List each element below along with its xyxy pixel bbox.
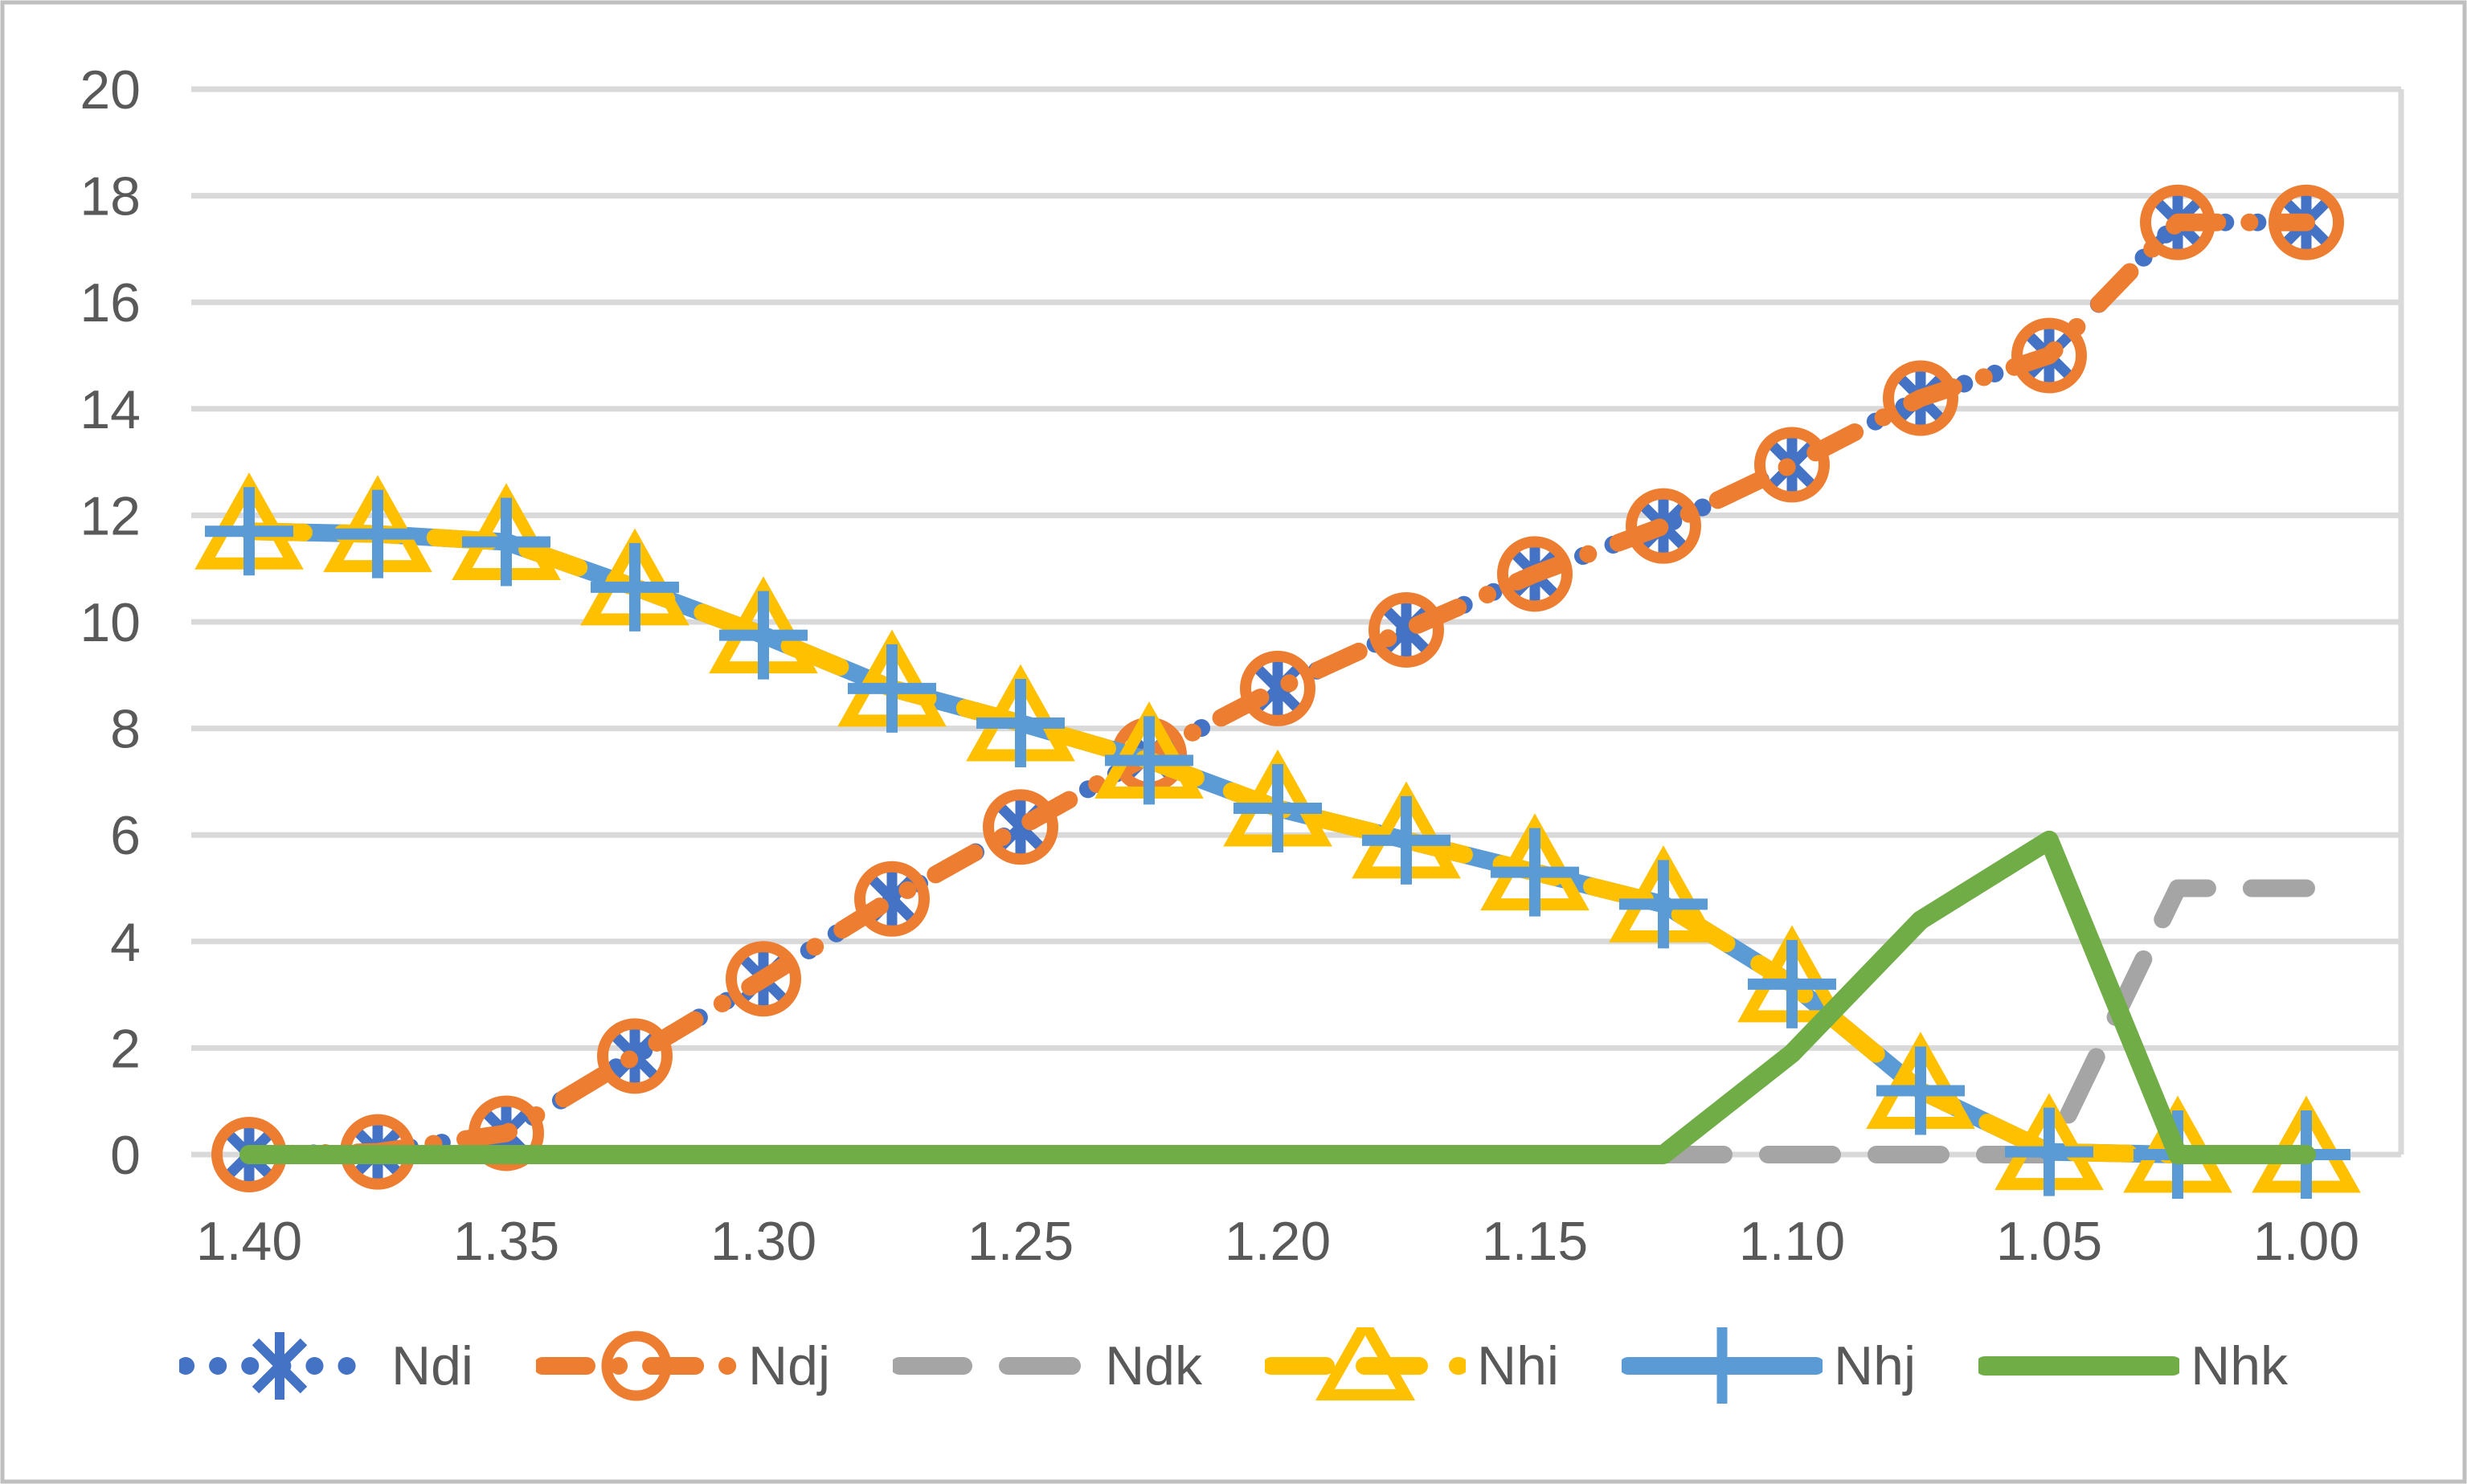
y-tick-label: 12 [80,485,141,546]
circle-marker-icon [2269,184,2344,260]
x-tick-label: 1.40 [196,1211,302,1272]
circle-marker-icon [854,861,930,937]
x-tick-label: 1.30 [710,1211,816,1272]
ndj-line-marker-icon [536,1331,738,1401]
legend-item-nhi: Nhi [1265,1327,1559,1404]
y-tick-label: 0 [110,1125,141,1186]
circle-marker-icon [468,1095,544,1171]
legend-label-nhj: Nhj [1834,1335,1917,1396]
plus-marker-icon [333,489,422,578]
y-tick-label: 6 [110,805,141,866]
legend-item-nhj: Nhj [1622,1327,1916,1404]
plus-marker-icon [205,487,293,576]
circle-marker-icon [1497,536,1573,612]
circle-marker-icon [601,1331,672,1401]
circle-marker-icon [597,1018,673,1094]
plus-marker-icon [1876,1046,1965,1135]
x-tick-label: 1.25 [968,1211,1074,1272]
plus-marker-icon [1105,716,1193,805]
y-tick-label: 2 [110,1018,141,1079]
legend-item-ndk: Ndk [893,1327,1202,1404]
series-line-ndj [240,213,2315,1163]
y-tick-label: 10 [80,592,141,653]
plus-marker-icon [591,542,679,632]
y-tick-label: 14 [80,379,141,440]
x-tick-label: 1.05 [1996,1211,2102,1272]
y-tick-label: 8 [110,699,141,760]
ndi-line-marker-icon [178,1332,380,1400]
y-tick-label: 18 [80,166,141,227]
circle-marker-icon [1369,591,1444,668]
plus-marker-icon [719,591,808,680]
ndk-line-icon [893,1357,1094,1375]
x-tick-label: 1.00 [2253,1211,2359,1272]
legend-item-ndj: Ndj [536,1327,830,1404]
x-tick-label: 1.35 [453,1211,559,1272]
circle-marker-icon [983,789,1058,865]
legend-label-ndi: Ndi [391,1335,474,1396]
series-line-nhk [239,830,2316,1164]
nhk-line-icon [1978,1356,2180,1376]
y-tick-label: 20 [80,59,141,121]
circle-marker-icon [1240,650,1315,726]
plus-marker-icon [1619,860,1708,949]
nhi-line-marker-icon [1265,1327,1466,1400]
circle-marker-icon [1883,360,1958,436]
legend: Ndi Ndj Ndk Nhi Nhj Nhk [0,1327,2467,1404]
plus-marker-icon [1362,795,1450,885]
circle-marker-icon [726,941,801,1017]
plus-marker-icon [1682,1327,1763,1404]
y-tick-label: 16 [80,272,141,333]
plus-marker-icon [1234,764,1322,853]
x-axis-labels: 1.40 1.35 1.30 1.25 1.20 1.15 1.10 1.05 1.00 [196,1211,2359,1272]
asterisk-marker-icon [1377,593,1436,666]
legend-label-nhk: Nhk [2191,1335,2289,1396]
circle-marker-icon [2140,184,2215,260]
x-tick-label: 1.15 [1482,1211,1588,1272]
legend-item-ndi: Ndi [178,1327,474,1404]
y-tick-label: 4 [110,912,141,973]
plus-marker-icon [2005,1107,2093,1196]
triangle-marker-icon [1315,1327,1416,1400]
legend-item-nhk: Nhk [1978,1327,2288,1404]
x-tick-label: 1.10 [1739,1211,1845,1272]
legend-label-ndk: Ndk [1105,1335,1202,1396]
legend-label-nhi: Nhi [1477,1335,1560,1396]
plus-marker-icon [976,678,1065,767]
circle-marker-icon [2011,317,2087,394]
plus-marker-icon [1748,939,1836,1028]
circle-marker-icon [1754,427,1830,503]
asterisk-marker-icon [252,1332,308,1400]
plus-marker-icon [1491,828,1579,917]
plus-marker-icon [462,497,550,587]
plus-marker-icon [848,644,936,733]
x-tick-label: 1.20 [1225,1211,1331,1272]
y-axis-labels: 0 2 4 6 8 10 12 14 16 18 20 [80,59,141,1186]
circle-marker-icon [1626,488,1701,564]
legend-label-ndj: Ndj [748,1335,831,1396]
nhj-line-marker-icon [1622,1327,1823,1404]
